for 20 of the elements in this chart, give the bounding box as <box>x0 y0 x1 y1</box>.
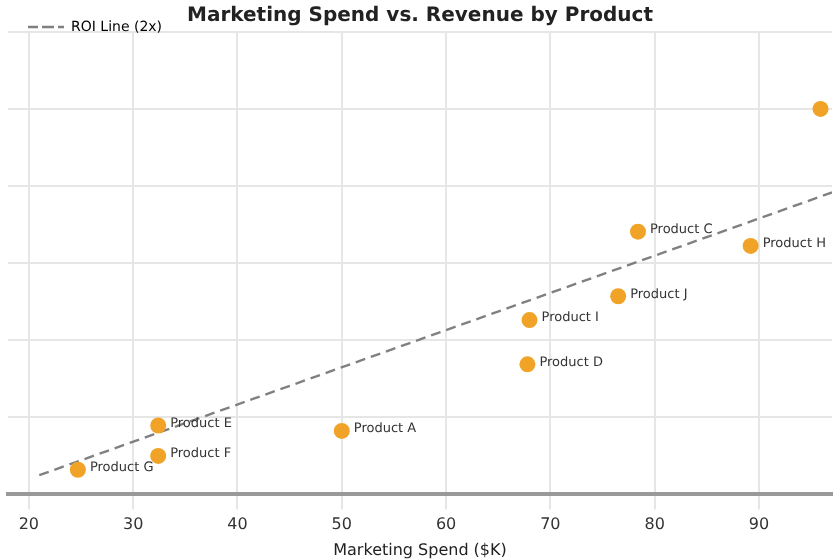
point <box>742 237 759 254</box>
point <box>333 422 350 439</box>
point <box>150 417 167 434</box>
x-tick-label: 90 <box>748 515 770 534</box>
x-tick-label: 70 <box>540 515 561 534</box>
x-tick-label: 50 <box>331 515 352 534</box>
point <box>519 356 536 373</box>
x-axis-title: Marketing Spend ($K) <box>333 540 507 559</box>
x-tick-label: 60 <box>435 515 457 534</box>
point <box>69 461 86 478</box>
point <box>812 100 829 117</box>
x-tick-label: 20 <box>18 515 40 534</box>
point <box>150 447 167 464</box>
x-tick-label: 40 <box>227 515 248 534</box>
x-tick-label: 80 <box>644 515 665 534</box>
x-tick-label: 30 <box>122 515 144 534</box>
point <box>610 288 627 305</box>
chart-title: Marketing Spend vs. Revenue by Product <box>187 5 654 28</box>
point <box>630 223 646 240</box>
point <box>521 312 538 329</box>
